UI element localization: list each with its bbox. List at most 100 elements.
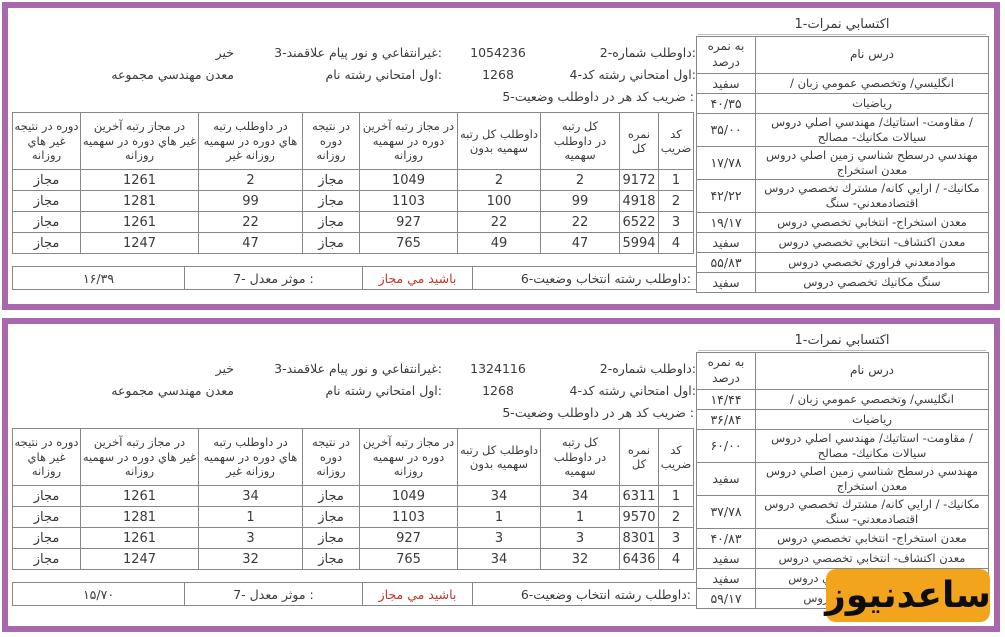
- status-header-cell: نمره كل: [619, 428, 659, 486]
- total-score-cell: 5994: [619, 232, 659, 254]
- rank-no-quota-cell: 1: [457, 506, 541, 528]
- saednews-watermark-badge: ساعدنيوز: [825, 569, 991, 622]
- rank-in-quota-cell: 1: [540, 506, 620, 528]
- status-header-cell: رتبه كل داوطلب بدون سهميه: [457, 428, 541, 486]
- rank-in-quota-cell: 34: [540, 485, 620, 507]
- watermark-text: ساعدنيوز: [825, 575, 991, 616]
- table-row: دروس تخصصي مكانيك سنگ سفيد: [696, 271, 989, 293]
- score-percent-cell: ۳۶/۸۴: [696, 409, 756, 430]
- nonday-result-cell: مجاز: [12, 211, 81, 233]
- selection-status-label: 6-وضعيت انتخاب رشته داوطلب:: [472, 582, 697, 606]
- status-header-row: كد ضريب نمره كل رتبه كل داوطلب در سهميه رتب…: [12, 112, 694, 170]
- table-row: دروس اصلي مهندسي /استاتيك -مقاومت / مصال…: [696, 113, 989, 147]
- coef-code-cell: 1: [658, 169, 694, 191]
- status-table: كد ضريب نمره كل رتبه كل داوطلب در سهميه رتب…: [12, 428, 694, 570]
- coef-code-cell: 3: [658, 211, 694, 233]
- total-score-cell: 6522: [619, 211, 659, 233]
- table-row: دروس تخصصي مشترك /كانه ارايي / -مكانيك س…: [696, 178, 989, 213]
- score-percent-cell: سفيد: [696, 547, 756, 569]
- major-name-label: نام رشته امتحاني اول:: [325, 383, 443, 398]
- score-percent-cell: ۵۵/۸۳: [696, 251, 756, 273]
- rank-nonday-cell: 99: [198, 190, 303, 212]
- table-row: دروس اصلي زمين شناسي درسطح مهندسي استخرا…: [696, 461, 989, 496]
- table-row: دروس تخصصي فراوري موادمعدني ۵۵/۸۳: [696, 251, 989, 273]
- candidate-number-value: 1324116: [470, 361, 526, 376]
- course-name-cell: دروس تخصصي مشترك /كانه ارايي / -مكانيك س…: [755, 494, 989, 529]
- rank-nonday-cell: 22: [198, 211, 303, 233]
- gpa-label: 7- معدل موثر :: [184, 266, 363, 290]
- status-header-row: كد ضريب نمره كل رتبه كل داوطلب در سهميه رتب…: [12, 428, 694, 486]
- status-header-cell: نتيجه در دوره روزانه: [302, 428, 360, 486]
- info-row: خير 3-علاقمند پيام نور و غيرانتفاعي: 105…: [12, 42, 696, 86]
- course-name-cell: دروس اصلي مهندسي /استاتيك -مقاومت / مصال…: [755, 429, 989, 463]
- day-result-cell: مجاز: [302, 548, 360, 570]
- status-header-cell: آخرين رتبه مجاز در سهميه در دوره هاي غير…: [80, 428, 199, 486]
- rank-nonday-cell: 1: [198, 506, 303, 528]
- day-result-cell: مجاز: [302, 527, 360, 549]
- nonday-result-cell: مجاز: [12, 527, 81, 549]
- score-percent-cell: ۱۴/۴۴: [696, 389, 756, 410]
- status-header-cell: رتبه داوطلب در سهميه در دوره هاي غير روز…: [198, 428, 303, 486]
- status-header-cell: نتيجه در دوره هاي غير روزانه: [12, 428, 81, 486]
- score-percent-cell: ۶۰/۰۰: [696, 429, 756, 463]
- table-row: 1 6311 34 34 1049 مجاز 34 1261 مجاز: [12, 485, 694, 507]
- nonday-result-cell: مجاز: [12, 485, 81, 507]
- rank-in-quota-cell: 2: [540, 169, 620, 191]
- major-name-label: نام رشته امتحاني اول:: [325, 67, 443, 82]
- score-percent-cell: ۴۲/۲۲: [696, 178, 756, 213]
- course-name-cell: دروس تخصصي انتخابي -اكتشاف معدن: [755, 231, 989, 253]
- score-percent-cell: ۴۰/۳۵: [696, 93, 756, 114]
- last-allowed-rank-day-cell: 765: [359, 548, 458, 570]
- last-allowed-rank-day-cell: 1103: [359, 190, 458, 212]
- course-name-cell: رياضيات: [755, 93, 989, 114]
- major-code-value: 1268: [482, 67, 514, 82]
- last-allowed-rank-nonday-cell: 1261: [80, 211, 199, 233]
- score-percent-cell: سفيد: [696, 461, 756, 496]
- course-name-cell: دروس تخصصي مكانيك سنگ: [755, 271, 989, 293]
- status-header-cell: كد ضريب: [658, 428, 694, 486]
- nonday-result-cell: مجاز: [12, 506, 81, 528]
- rank-nonday-cell: 3: [198, 527, 303, 549]
- score-percent-cell: ۳۵/۰۰: [696, 113, 756, 147]
- total-score-cell: 6436: [619, 548, 659, 570]
- table-row: دروس اصلي مهندسي /استاتيك -مقاومت / مصال…: [696, 429, 989, 463]
- table-row: دروس تخصصي انتخابي -استخراج معدن ۱۹/۱۷: [696, 211, 989, 233]
- last-allowed-rank-day-cell: 1049: [359, 485, 458, 507]
- total-score-cell: 8301: [619, 527, 659, 549]
- candidate-number-label: 2-شماره داوطلب:: [599, 361, 696, 376]
- course-name-cell: دروس اصلي مهندسي /استاتيك -مقاومت / مصال…: [755, 113, 989, 147]
- last-allowed-rank-nonday-cell: 1247: [80, 548, 199, 570]
- rank-no-quota-cell: 34: [457, 548, 541, 570]
- status-header-cell: آخرين رتبه مجاز در سهميه در دوره روزانه: [359, 112, 458, 170]
- gpa-label: 7- معدل موثر :: [184, 582, 363, 606]
- status-header-cell: آخرين رتبه مجاز در سهميه در دوره هاي غير…: [80, 112, 199, 170]
- course-name-header: نام درس: [755, 36, 989, 74]
- coef-code-cell: 2: [658, 506, 694, 528]
- nonday-result-cell: مجاز: [12, 232, 81, 254]
- total-score-cell: 4918: [619, 190, 659, 212]
- table-row: دروس تخصصي انتخابي -اكتشاف معدن سفيد: [696, 547, 989, 569]
- score-percent-cell: سفيد: [696, 231, 756, 253]
- course-name-cell: دروس تخصصي انتخابي -اكتشاف معدن: [755, 547, 989, 569]
- status-section-title: 5-وضعيت داوطلب در هر كد ضريب :: [502, 405, 694, 420]
- major-code-label: 4-كد رشته امتحاني اول:: [569, 383, 696, 398]
- course-name-cell: دروس تخصصي انتخابي -استخراج معدن: [755, 527, 989, 549]
- gpa-value: ۱۶/۳۹: [12, 266, 185, 290]
- rank-no-quota-cell: 49: [457, 232, 541, 254]
- rank-in-quota-cell: 3: [540, 527, 620, 549]
- last-allowed-rank-nonday-cell: 1261: [80, 169, 199, 191]
- rank-no-quota-cell: 22: [457, 211, 541, 233]
- rank-no-quota-cell: 100: [457, 190, 541, 212]
- day-result-cell: مجاز: [302, 169, 360, 191]
- rank-in-quota-cell: 99: [540, 190, 620, 212]
- status-header-cell: نمره كل: [619, 112, 659, 170]
- last-allowed-rank-nonday-cell: 1281: [80, 506, 199, 528]
- table-row: دروس تخصصي انتخابي -استخراج معدن ۴۰/۸۳: [696, 527, 989, 549]
- table-row: 1 9172 2 2 1049 مجاز 2 1261 مجاز: [12, 169, 694, 191]
- card1-scores-section: 1-نمرات اكتسابي نام درس نمره به درصد / ز…: [696, 16, 989, 293]
- table-row: / زبان عمومي وتخصصي /انگليسي سفيد: [696, 73, 989, 94]
- nonday-result-cell: مجاز: [12, 169, 81, 191]
- table-row: رياضيات ۳۶/۸۴: [696, 409, 989, 430]
- last-allowed-rank-day-cell: 765: [359, 232, 458, 254]
- rank-nonday-cell: 47: [198, 232, 303, 254]
